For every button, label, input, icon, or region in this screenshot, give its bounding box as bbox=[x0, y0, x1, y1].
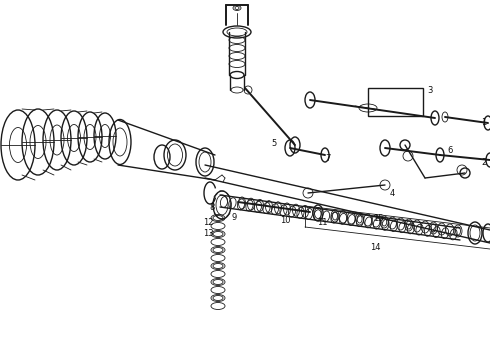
Text: 7: 7 bbox=[325, 153, 331, 162]
Text: 5: 5 bbox=[271, 139, 277, 148]
Text: 9: 9 bbox=[231, 212, 237, 221]
Text: 15: 15 bbox=[373, 213, 383, 222]
Text: 12: 12 bbox=[203, 217, 213, 226]
Text: 2: 2 bbox=[481, 158, 487, 166]
Text: 14: 14 bbox=[370, 243, 380, 252]
Text: 3: 3 bbox=[427, 86, 433, 95]
Text: 1: 1 bbox=[481, 117, 487, 126]
Text: 8: 8 bbox=[209, 202, 215, 212]
Text: 4: 4 bbox=[390, 189, 394, 198]
Text: 10: 10 bbox=[280, 216, 290, 225]
Text: 6: 6 bbox=[447, 145, 453, 154]
Text: 13: 13 bbox=[203, 230, 213, 239]
Text: 11: 11 bbox=[317, 217, 327, 226]
Bar bbox=[368, 88, 423, 116]
